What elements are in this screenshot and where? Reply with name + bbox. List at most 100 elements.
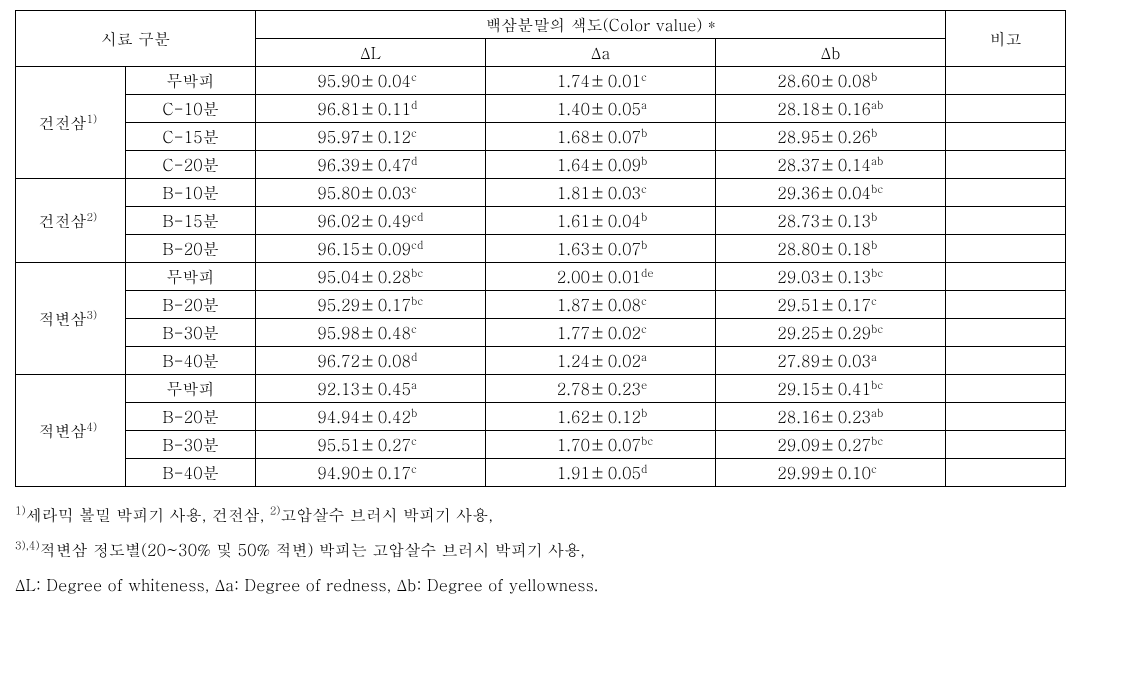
condition-label: B-20분 — [126, 403, 256, 431]
value-da: 2.78±0.23e — [486, 375, 716, 403]
note-cell — [946, 95, 1066, 123]
value-da: 2.00±0.01de — [486, 263, 716, 291]
condition-label: B-40분 — [126, 347, 256, 375]
value-dL: 94.94±0.42b — [256, 403, 486, 431]
note-cell — [946, 403, 1066, 431]
value-dL: 95.80±0.03c — [256, 179, 486, 207]
table-row: B-20분95.29±0.17bc1.87±0.08c29.51±0.17c — [16, 291, 1066, 319]
value-db: 28.18±0.16ab — [716, 95, 946, 123]
value-dL: 96.72±0.08d — [256, 347, 486, 375]
note-cell — [946, 207, 1066, 235]
note-cell — [946, 151, 1066, 179]
value-da: 1.91±0.05d — [486, 459, 716, 487]
table-row: B-30분95.98±0.48c1.77±0.02c29.25±0.29bc — [16, 319, 1066, 347]
value-dL: 96.15±0.09cd — [256, 235, 486, 263]
table-row: C-10분96.81±0.11d1.40±0.05a28.18±0.16ab — [16, 95, 1066, 123]
table-row: B-40분96.72±0.08d1.24±0.02a27.89±0.03a — [16, 347, 1066, 375]
value-dL: 95.04±0.28bc — [256, 263, 486, 291]
condition-label: C-10분 — [126, 95, 256, 123]
table-row: C-15분95.97±0.12c1.68±0.07b28.95±0.26b — [16, 123, 1066, 151]
value-db: 28.95±0.26b — [716, 123, 946, 151]
value-da: 1.87±0.08c — [486, 291, 716, 319]
header-sample: 시료 구분 — [16, 11, 256, 67]
note-cell — [946, 179, 1066, 207]
value-dL: 96.39±0.47d — [256, 151, 486, 179]
footnote-line-3: ΔL: Degree of whiteness, Δa: Degree of r… — [15, 567, 1107, 602]
group-label: 건전삼2) — [16, 179, 126, 263]
header-db: Δb — [716, 39, 946, 67]
value-db: 29.99±0.10c — [716, 459, 946, 487]
table-row: B-20분96.15±0.09cd1.63±0.07b28.80±0.18b — [16, 235, 1066, 263]
value-dL: 95.97±0.12c — [256, 123, 486, 151]
header-dL: ΔL — [256, 39, 486, 67]
value-db: 28.80±0.18b — [716, 235, 946, 263]
condition-label: B-15분 — [126, 207, 256, 235]
condition-label: B-30분 — [126, 319, 256, 347]
value-da: 1.64±0.09b — [486, 151, 716, 179]
condition-label: 무박피 — [126, 263, 256, 291]
footnote-text-2: 적변삼 정도별(20~30% 및 50% 적변) 박피는 고압살수 브러시 박피… — [40, 538, 585, 561]
table-row: C-20분96.39±0.47d1.64±0.09b28.37±0.14ab — [16, 151, 1066, 179]
note-cell — [946, 347, 1066, 375]
table-row: B-30분95.51±0.27c1.70±0.07bc29.09±0.27bc — [16, 431, 1066, 459]
footnote-sup-1: 1) — [15, 504, 26, 519]
value-dL: 92.13±0.45a — [256, 375, 486, 403]
footnote-line-1: 1)세라믹 볼밀 박피기 사용, 건전삼, 2)고압살수 브러시 박피기 사용, — [15, 497, 1107, 532]
table-row: 적변삼4)무박피92.13±0.45a2.78±0.23e29.15±0.41b… — [16, 375, 1066, 403]
color-value-table: 시료 구분 백삼분말의 색도(Color value) * 비고 ΔL Δa Δ… — [15, 10, 1066, 487]
value-dL: 96.02±0.49cd — [256, 207, 486, 235]
footnotes: 1)세라믹 볼밀 박피기 사용, 건전삼, 2)고압살수 브러시 박피기 사용,… — [15, 497, 1107, 603]
table-row: B-15분96.02±0.49cd1.61±0.04b28.73±0.13b — [16, 207, 1066, 235]
note-cell — [946, 263, 1066, 291]
value-db: 28.60±0.08b — [716, 67, 946, 95]
value-da: 1.77±0.02c — [486, 319, 716, 347]
note-cell — [946, 431, 1066, 459]
value-db: 29.09±0.27bc — [716, 431, 946, 459]
condition-label: C-15분 — [126, 123, 256, 151]
note-cell — [946, 67, 1066, 95]
condition-label: B-20분 — [126, 291, 256, 319]
value-dL: 95.51±0.27c — [256, 431, 486, 459]
condition-label: B-40분 — [126, 459, 256, 487]
condition-label: B-30분 — [126, 431, 256, 459]
value-da: 1.62±0.12b — [486, 403, 716, 431]
table-row: 건전삼2)B-10분95.80±0.03c1.81±0.03c29.36±0.0… — [16, 179, 1066, 207]
note-cell — [946, 235, 1066, 263]
condition-label: B-20분 — [126, 235, 256, 263]
footnote-text-1a: 세라믹 볼밀 박피기 사용, 건전삼, — [26, 503, 270, 526]
note-cell — [946, 123, 1066, 151]
value-da: 1.81±0.03c — [486, 179, 716, 207]
table-row: B-20분94.94±0.42b1.62±0.12b28.16±0.23ab — [16, 403, 1066, 431]
value-db: 28.73±0.13b — [716, 207, 946, 235]
condition-label: 무박피 — [126, 375, 256, 403]
note-cell — [946, 375, 1066, 403]
group-label: 적변삼4) — [16, 375, 126, 487]
condition-label: 무박피 — [126, 67, 256, 95]
value-db: 29.03±0.13bc — [716, 263, 946, 291]
note-cell — [946, 459, 1066, 487]
value-dL: 94.90±0.17c — [256, 459, 486, 487]
header-color-title: 백삼분말의 색도(Color value) * — [256, 11, 946, 39]
footnote-text-1b: 고압살수 브러시 박피기 사용, — [280, 503, 493, 526]
value-da: 1.68±0.07b — [486, 123, 716, 151]
note-cell — [946, 319, 1066, 347]
value-dL: 95.29±0.17bc — [256, 291, 486, 319]
footnote-line-2: 3),4)적변삼 정도별(20~30% 및 50% 적변) 박피는 고압살수 브… — [15, 532, 1107, 567]
value-db: 29.51±0.17c — [716, 291, 946, 319]
note-cell — [946, 291, 1066, 319]
group-label: 건전삼1) — [16, 67, 126, 179]
value-dL: 96.81±0.11d — [256, 95, 486, 123]
value-da: 1.70±0.07bc — [486, 431, 716, 459]
table-row: 건전삼1)무박피95.90±0.04c1.74±0.01c28.60±0.08b — [16, 67, 1066, 95]
value-da: 1.61±0.04b — [486, 207, 716, 235]
footnote-sup-34: 3),4) — [15, 539, 40, 554]
value-db: 27.89±0.03a — [716, 347, 946, 375]
value-db: 29.36±0.04bc — [716, 179, 946, 207]
value-dL: 95.98±0.48c — [256, 319, 486, 347]
value-da: 1.74±0.01c — [486, 67, 716, 95]
table-row: 적변삼3)무박피95.04±0.28bc2.00±0.01de29.03±0.1… — [16, 263, 1066, 291]
value-db: 28.16±0.23ab — [716, 403, 946, 431]
table-row: B-40분94.90±0.17c1.91±0.05d29.99±0.10c — [16, 459, 1066, 487]
value-db: 29.25±0.29bc — [716, 319, 946, 347]
condition-label: B-10분 — [126, 179, 256, 207]
